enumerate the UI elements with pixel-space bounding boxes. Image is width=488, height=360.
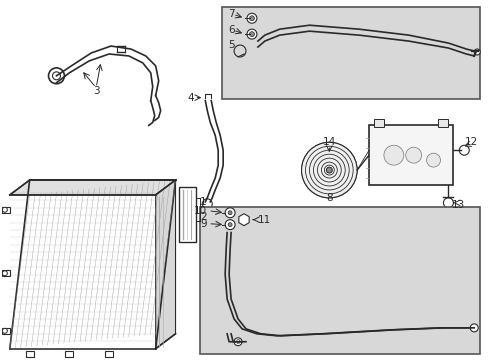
Text: 4: 4 [187, 93, 193, 103]
Circle shape [469, 324, 477, 332]
Circle shape [383, 145, 403, 165]
Circle shape [458, 145, 468, 155]
Circle shape [301, 142, 356, 198]
Circle shape [52, 72, 61, 80]
Circle shape [249, 32, 254, 37]
Text: 0: 0 [235, 339, 240, 345]
Bar [2, 207, 10, 213]
Bar [65, 351, 73, 357]
Circle shape [224, 208, 235, 218]
Text: 2: 2 [200, 212, 206, 222]
Bar [200, 207, 479, 354]
Text: 8: 8 [325, 193, 332, 203]
Bar [26, 351, 34, 357]
Bar [438, 120, 447, 127]
Text: 10: 10 [194, 206, 207, 216]
Circle shape [228, 223, 232, 227]
Polygon shape [10, 180, 175, 195]
Circle shape [2, 328, 7, 333]
Text: 1: 1 [200, 197, 206, 207]
Circle shape [224, 220, 235, 230]
Text: 13: 13 [451, 200, 464, 210]
Bar [222, 7, 479, 99]
Bar [368, 125, 452, 185]
Circle shape [2, 271, 7, 276]
Polygon shape [155, 180, 175, 349]
Circle shape [473, 49, 479, 55]
Circle shape [2, 207, 7, 212]
Circle shape [234, 338, 242, 346]
Text: 5: 5 [228, 40, 234, 50]
Circle shape [246, 13, 256, 23]
Text: 11: 11 [257, 215, 270, 225]
Text: 9: 9 [200, 219, 207, 229]
Text: 6: 6 [228, 25, 234, 35]
Circle shape [246, 29, 256, 39]
Circle shape [325, 167, 332, 173]
Circle shape [228, 211, 232, 215]
Text: 3: 3 [93, 86, 99, 96]
Bar [178, 187, 196, 242]
Circle shape [249, 16, 254, 21]
Text: 14: 14 [322, 137, 335, 147]
Bar [2, 270, 10, 276]
Text: 12: 12 [464, 137, 477, 147]
Bar [373, 120, 383, 127]
Circle shape [443, 198, 452, 208]
Bar [2, 328, 10, 334]
Text: 7: 7 [228, 9, 234, 19]
Bar [105, 351, 113, 357]
Circle shape [426, 153, 440, 167]
Circle shape [405, 147, 421, 163]
